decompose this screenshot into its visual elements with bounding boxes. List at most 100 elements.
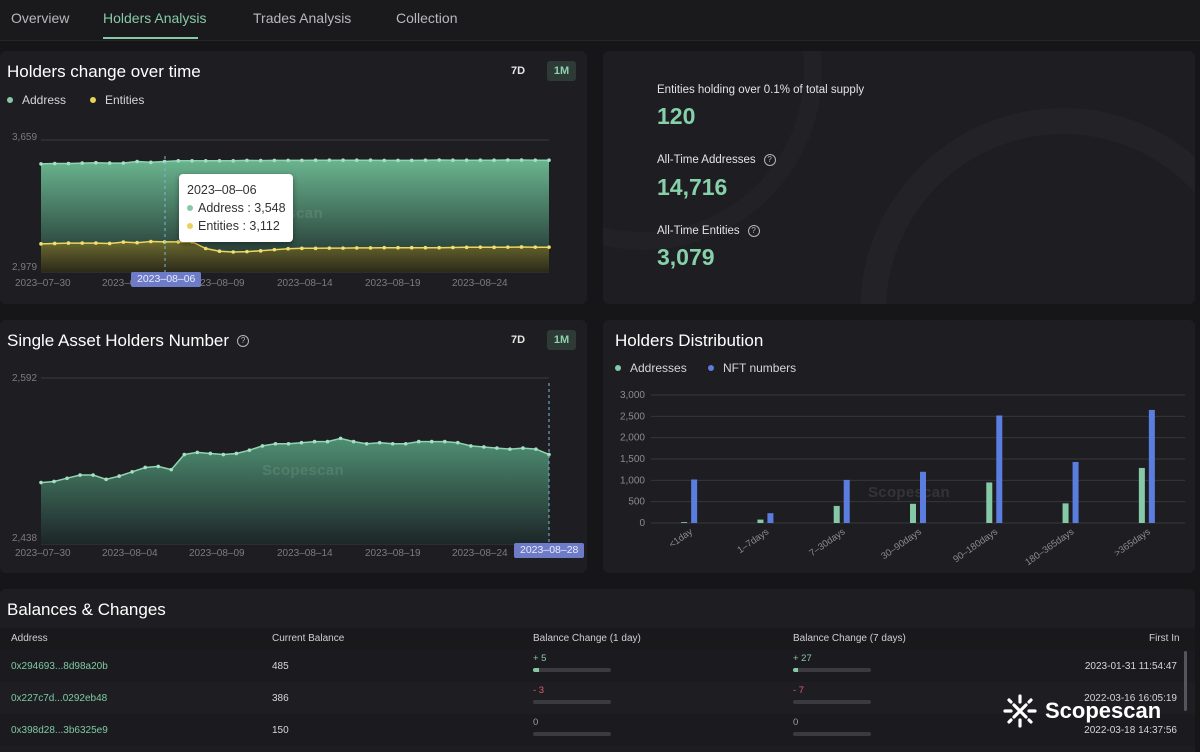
holders-point[interactable] xyxy=(273,441,278,446)
holders-point[interactable] xyxy=(104,477,108,482)
address-point[interactable] xyxy=(80,161,84,165)
entities-point[interactable] xyxy=(300,246,304,251)
holders-point[interactable] xyxy=(65,476,69,481)
range-1m-button[interactable]: 1M xyxy=(547,61,576,81)
holders-point[interactable] xyxy=(508,447,512,451)
holders-point[interactable] xyxy=(39,480,43,485)
holders-point[interactable] xyxy=(482,445,486,449)
column-header-change-1d[interactable]: Balance Change (1 day) xyxy=(533,633,641,644)
holders-point[interactable] xyxy=(325,439,330,444)
entities-point[interactable] xyxy=(258,249,263,253)
column-header-first-in[interactable]: First In xyxy=(1149,633,1180,644)
address-point[interactable] xyxy=(176,158,181,163)
holders-point[interactable] xyxy=(495,446,499,450)
address-point[interactable] xyxy=(533,158,538,162)
address-point[interactable] xyxy=(409,158,414,163)
holders-point[interactable] xyxy=(299,440,304,445)
entities-point[interactable] xyxy=(52,241,57,246)
legend-nft-numbers[interactable]: NFT numbers xyxy=(708,361,796,375)
range-7d-button[interactable]: 7D xyxy=(510,334,526,346)
holders-point[interactable] xyxy=(78,473,82,477)
bar-nft-numbers[interactable] xyxy=(843,479,850,523)
address-point[interactable] xyxy=(423,158,428,162)
address-point[interactable] xyxy=(190,158,194,163)
bar-addresses[interactable] xyxy=(910,503,916,523)
bar-addresses[interactable] xyxy=(986,482,993,523)
holders-point[interactable] xyxy=(143,465,148,470)
holders-point[interactable] xyxy=(182,452,187,457)
holders-point[interactable] xyxy=(364,441,369,446)
entities-point[interactable] xyxy=(341,246,345,250)
bar-addresses[interactable] xyxy=(757,519,764,523)
range-1m-button[interactable]: 1M xyxy=(547,330,576,350)
holders-point[interactable] xyxy=(429,439,434,444)
entities-point[interactable] xyxy=(368,246,373,250)
address-point[interactable] xyxy=(217,158,222,163)
address-point[interactable] xyxy=(396,158,400,163)
help-icon[interactable]: ? xyxy=(763,154,776,166)
address-point[interactable] xyxy=(451,158,455,162)
tab-overview[interactable]: Overview xyxy=(11,10,70,26)
address-point[interactable] xyxy=(39,162,43,166)
entities-point[interactable] xyxy=(313,246,318,251)
entities-point[interactable] xyxy=(396,245,400,250)
entities-point[interactable] xyxy=(409,245,414,250)
holders-point[interactable] xyxy=(117,474,121,478)
holders-point[interactable] xyxy=(377,440,382,445)
entities-point[interactable] xyxy=(149,239,153,244)
holders-point[interactable] xyxy=(547,452,551,457)
address-point[interactable] xyxy=(94,160,98,165)
entities-point[interactable] xyxy=(66,241,71,245)
address-point[interactable] xyxy=(341,158,345,162)
address-point[interactable] xyxy=(52,161,57,166)
address-link[interactable]: 0x294693...8d98a20b xyxy=(11,661,108,672)
holders-point[interactable] xyxy=(403,441,408,446)
holders-point[interactable] xyxy=(208,451,213,456)
address-point[interactable] xyxy=(286,158,290,163)
address-point[interactable] xyxy=(478,158,483,162)
entities-point[interactable] xyxy=(217,249,222,254)
bar-nft-numbers[interactable] xyxy=(1148,409,1155,523)
legend-addresses[interactable]: Addresses xyxy=(615,361,687,375)
address-link[interactable]: 0x398d28...3b6325e9 xyxy=(11,725,108,736)
entities-point[interactable] xyxy=(121,240,126,244)
address-point[interactable] xyxy=(121,161,126,165)
entities-point[interactable] xyxy=(272,247,277,252)
address-point[interactable] xyxy=(300,158,304,163)
table-row[interactable]: 0x398d28...3b6325e9 150 0 0 2022-03-18 14:37… xyxy=(0,714,1195,746)
holders-point[interactable] xyxy=(130,469,134,474)
column-header-change-7d[interactable]: Balance Change (7 days) xyxy=(793,633,906,644)
holders-point[interactable] xyxy=(169,467,174,472)
help-icon[interactable]: ? xyxy=(237,335,250,347)
address-point[interactable] xyxy=(368,158,373,162)
holders-point[interactable] xyxy=(260,444,265,448)
entities-point[interactable] xyxy=(451,245,455,250)
address-point[interactable] xyxy=(354,158,359,162)
table-row[interactable]: 0x227c7d...0292eb48 386 - 3 - 7 2022-03-16 1… xyxy=(0,682,1195,714)
entities-point[interactable] xyxy=(519,245,524,249)
entities-point[interactable] xyxy=(506,245,510,249)
address-point[interactable] xyxy=(203,158,208,163)
entities-point[interactable] xyxy=(286,246,290,251)
holders-point[interactable] xyxy=(52,479,56,484)
range-7d-button[interactable]: 7D xyxy=(510,65,526,77)
legend-address[interactable]: Address xyxy=(7,93,66,107)
single-asset-chart[interactable] xyxy=(0,320,587,573)
address-point[interactable] xyxy=(66,161,71,166)
address-link[interactable]: 0x227c7d...0292eb48 xyxy=(11,693,108,704)
holders-point[interactable] xyxy=(312,439,317,444)
address-point[interactable] xyxy=(313,158,318,162)
entities-point[interactable] xyxy=(176,240,181,244)
holders-point[interactable] xyxy=(456,440,460,445)
entities-point[interactable] xyxy=(94,241,98,245)
entities-point[interactable] xyxy=(423,245,428,250)
tab-holders-analysis[interactable]: Holders Analysis xyxy=(103,10,207,26)
entities-point[interactable] xyxy=(437,245,441,250)
holders-point[interactable] xyxy=(534,447,538,451)
tab-trades-analysis[interactable]: Trades Analysis xyxy=(253,10,352,26)
holders-point[interactable] xyxy=(416,439,421,444)
address-point[interactable] xyxy=(149,160,153,165)
address-point[interactable] xyxy=(258,158,263,163)
address-point[interactable] xyxy=(547,158,551,162)
holders-point[interactable] xyxy=(338,436,343,441)
